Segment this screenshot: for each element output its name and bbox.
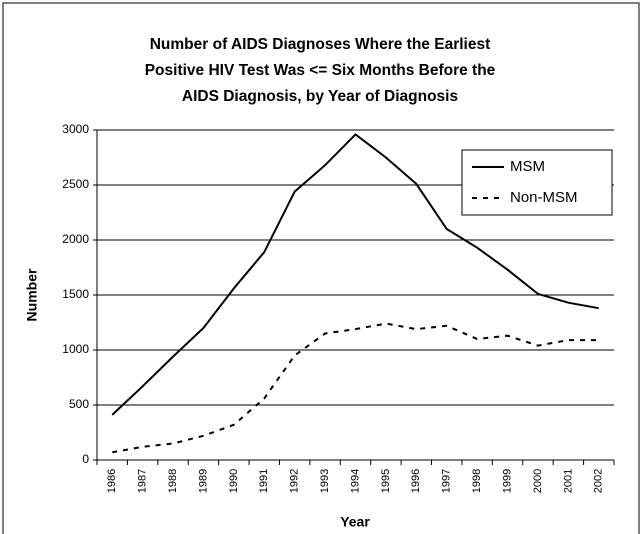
x-axis-title: Year bbox=[340, 514, 370, 530]
x-tick-label: 1993 bbox=[319, 469, 331, 493]
x-tick-label: 1996 bbox=[410, 469, 422, 493]
legend-label: MSM bbox=[510, 158, 545, 175]
x-tick-label: 1992 bbox=[289, 469, 301, 493]
series-line bbox=[112, 322, 599, 454]
y-tick-label: 2000 bbox=[62, 232, 89, 246]
y-axis-title: Number bbox=[24, 268, 40, 321]
chart-title: Positive HIV Test Was <= Six Months Befo… bbox=[145, 62, 496, 79]
series-line bbox=[111, 133, 599, 416]
x-tick-label: 2000 bbox=[532, 469, 544, 493]
x-tick-label: 1987 bbox=[137, 469, 149, 493]
legend-label: Non-MSM bbox=[510, 189, 578, 206]
x-tick-label: 1998 bbox=[471, 469, 483, 493]
y-tick-label: 1500 bbox=[62, 287, 89, 301]
x-tick-label: 1999 bbox=[501, 469, 513, 493]
y-tick-label: 500 bbox=[69, 397, 89, 411]
y-tick-label: 1000 bbox=[62, 342, 89, 356]
chart-title: AIDS Diagnosis, by Year of Diagnosis bbox=[182, 88, 458, 105]
x-tick-label: 1986 bbox=[106, 469, 118, 493]
chart-title: Number of AIDS Diagnoses Where the Earli… bbox=[150, 36, 491, 53]
x-tick-label: 1989 bbox=[197, 469, 209, 493]
x-tick-label: 1990 bbox=[228, 469, 240, 493]
x-tick-label: 1988 bbox=[167, 469, 179, 493]
y-tick-label: 2500 bbox=[62, 177, 89, 191]
legend-box bbox=[461, 149, 613, 216]
y-tick-label: 0 bbox=[82, 452, 89, 466]
x-tick-label: 2001 bbox=[562, 469, 574, 493]
x-tick-label: 1997 bbox=[441, 469, 453, 493]
x-tick-label: 2002 bbox=[593, 469, 605, 493]
x-tick-label: 1991 bbox=[258, 469, 270, 493]
x-tick-label: 1994 bbox=[349, 469, 361, 493]
y-tick-label: 3000 bbox=[62, 122, 89, 136]
x-tick-label: 1995 bbox=[380, 469, 392, 493]
